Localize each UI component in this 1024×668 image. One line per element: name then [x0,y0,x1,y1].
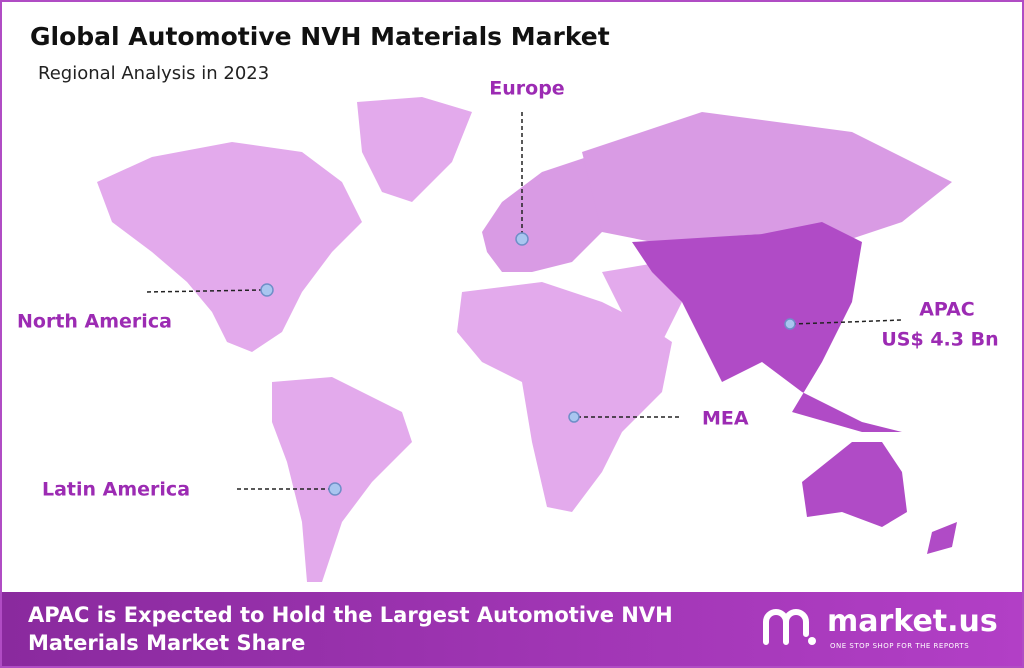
region-label: Europe [489,78,564,100]
subtitle: Regional Analysis in 2023 [38,63,269,84]
map: Global Automotive NVH Materials Market R… [17,22,999,582]
tagline: ONE STOP SHOP FOR THE REPORTS [830,642,970,650]
footer-text: APAC is Expected to Hold the Largest Aut… [28,603,673,655]
region-label: North America [17,311,172,333]
marker [328,482,342,496]
marker [260,283,274,297]
title: Global Automotive NVH Materials Market [30,22,610,51]
leader-line [791,319,903,325]
marker [515,232,529,246]
marker [568,411,580,423]
marker [784,318,796,330]
region-label: MEA [702,408,749,430]
logo-icon [763,609,816,645]
leader-line [146,289,263,293]
logo: market.us [827,604,998,639]
region-label: Latin America [42,479,190,501]
region-label: APAC [919,299,975,321]
footer: APAC is Expected to Hold the Largest Aut… [2,592,1022,666]
continents [97,97,957,582]
region-value: US$ 4.3 Bn [881,329,998,351]
